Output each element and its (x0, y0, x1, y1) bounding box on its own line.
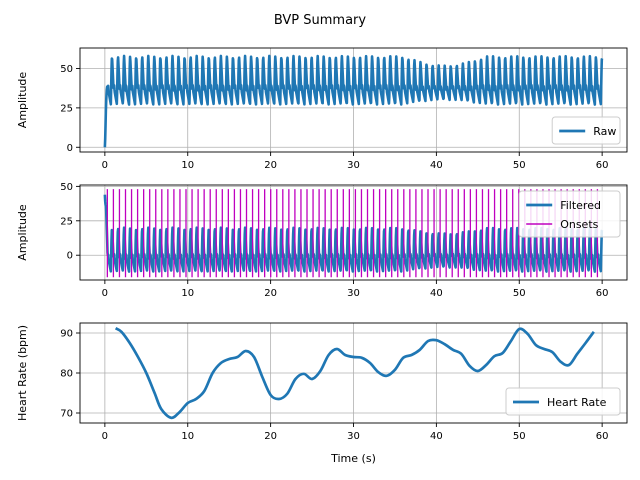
legend-entry: Raw (593, 125, 616, 138)
legend-filtered: Filtered Onsets (518, 190, 621, 238)
series-raw (103, 54, 604, 148)
y-tick-label: 0 (67, 251, 73, 262)
legend-entry: Filtered (560, 199, 601, 212)
x-tick-label: 50 (513, 288, 526, 299)
legend-heart-rate: Heart Rate (505, 387, 621, 416)
y-tick-label: 80 (60, 369, 73, 380)
x-tick-label: 30 (347, 431, 360, 442)
y-axis-label: Amplitude (16, 204, 29, 261)
x-axis-label: Time (s) (330, 452, 376, 465)
x-tick-label: 10 (181, 431, 194, 442)
figure-title: BVP Summary (274, 13, 367, 28)
y-axis-label: Amplitude (16, 72, 29, 129)
legend-entry: Onsets (560, 218, 598, 231)
x-tick-label: 20 (264, 288, 277, 299)
y-tick-label: 50 (60, 64, 73, 75)
panels: 0 10 20 30 40 50 60 0 25 50 Amplitude Raw 0 10 20 30 40 5… (16, 47, 628, 465)
panel-heart-rate: 0 10 20 30 40 50 60 70 80 90 Heart Rate (bpm) Time … (16, 322, 628, 465)
x-tick-label: 60 (596, 288, 609, 299)
y-tick-label: 90 (60, 329, 73, 340)
y-tick-label: 0 (67, 143, 73, 154)
y-tick-label: 50 (60, 182, 73, 193)
x-tick-label: 30 (347, 288, 360, 299)
x-tick-label: 0 (102, 160, 108, 171)
x-tick-label: 50 (513, 160, 526, 171)
y-axis-label: Heart Rate (bpm) (16, 325, 29, 421)
x-tick-label: 10 (181, 160, 194, 171)
legend-raw: Raw (551, 116, 621, 145)
plot-area-raw (103, 54, 604, 148)
plot-area-heart-rate (114, 327, 595, 420)
y-tick-label: 70 (60, 409, 73, 420)
y-tick-label: 25 (60, 103, 73, 114)
x-tick-label: 60 (596, 160, 609, 171)
panel-filtered: 0 10 20 30 40 50 60 0 25 50 Amplitude Filtered Onset… (16, 182, 628, 299)
x-tick-label: 10 (181, 288, 194, 299)
x-tick-label: 0 (102, 431, 108, 442)
x-tick-label: 20 (264, 431, 277, 442)
legend-box (518, 190, 621, 238)
legend-entry: Heart Rate (547, 396, 607, 409)
x-tick-label: 20 (264, 160, 277, 171)
x-tick-label: 40 (430, 160, 443, 171)
series-heart-rate (114, 327, 595, 420)
legend-box (551, 116, 621, 145)
legend-box (505, 387, 621, 416)
panel-raw: 0 10 20 30 40 50 60 0 25 50 Amplitude Raw (16, 47, 628, 171)
x-tick-label: 60 (596, 431, 609, 442)
x-tick-label: 50 (513, 431, 526, 442)
x-tick-label: 40 (430, 431, 443, 442)
x-tick-label: 30 (347, 160, 360, 171)
x-tick-label: 40 (430, 288, 443, 299)
x-tick-label: 0 (102, 288, 108, 299)
y-tick-label: 25 (60, 216, 73, 227)
